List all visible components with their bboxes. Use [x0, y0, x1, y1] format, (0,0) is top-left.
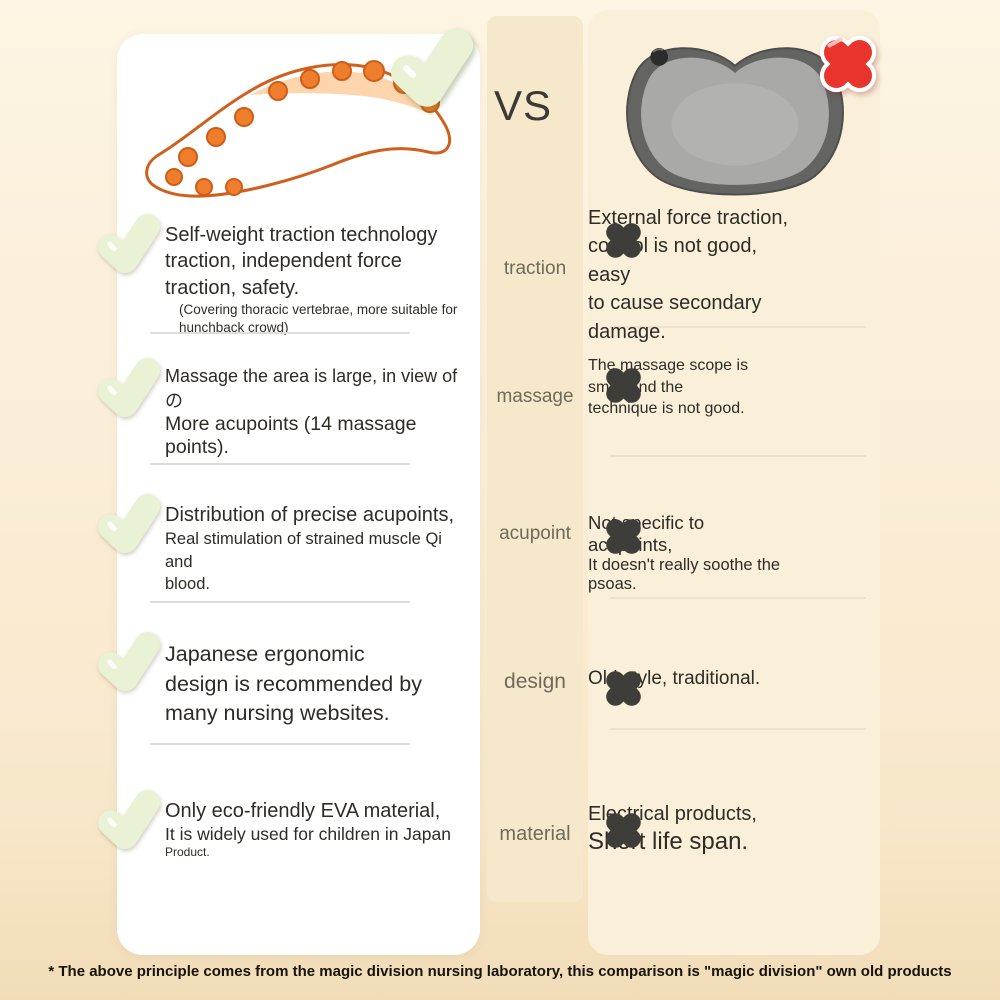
- left-material-title: Only eco-friendly EVA material,: [165, 800, 441, 822]
- cross-icon: [599, 512, 648, 561]
- check-icon: [98, 631, 160, 691]
- category-label-design: design: [504, 670, 566, 693]
- right-row-acupoint: Not specific to acupoints, It doesn't re…: [588, 512, 880, 594]
- divider: [610, 597, 866, 599]
- divider: [150, 463, 410, 465]
- category-label-massage: massage: [496, 386, 574, 407]
- left-product-panel: Self-weight traction technology traction…: [117, 34, 480, 955]
- orange-traction-device-image: [130, 36, 470, 208]
- left-material-sub: It is widely used for children in Japan: [165, 824, 451, 845]
- left-traction-title: Self-weight traction technology traction…: [165, 224, 438, 299]
- right-traction-text: External force traction, control is not …: [588, 207, 789, 343]
- check-icon: [98, 357, 160, 417]
- check-icon: [98, 789, 160, 849]
- right-row-design: Old style, traditional.: [588, 668, 880, 690]
- divider: [150, 332, 410, 334]
- divider: [610, 455, 866, 457]
- check-icon: [98, 213, 160, 273]
- divider: [150, 601, 410, 603]
- traction-device-illustration: [145, 60, 451, 198]
- divider: [150, 743, 410, 745]
- right-massage-text: The massage scope is small and the techn…: [588, 357, 749, 418]
- category-label-material: material: [499, 823, 571, 845]
- left-massage-line2: More acupoints (14 massage points).: [165, 413, 417, 458]
- cross-icon: [599, 664, 648, 713]
- cross-icon: [599, 806, 648, 855]
- footnote-text: * The above principle comes from the mag…: [48, 963, 952, 980]
- cross-icon: [599, 216, 648, 265]
- divider: [610, 326, 866, 328]
- left-row-massage: Massage the area is large, in view of の …: [165, 366, 467, 459]
- left-massage-line1: Massage the area is large, in view of の: [165, 366, 458, 411]
- massage-pillow-image: [606, 28, 864, 200]
- right-row-material: Electrical products, Short life span.: [588, 800, 880, 856]
- vs-label: VS: [494, 82, 553, 129]
- check-icon: [98, 493, 160, 553]
- category-label-traction: traction: [503, 258, 567, 279]
- left-traction-note: (Covering thoracic vertebrae, more suita…: [179, 302, 458, 335]
- right-row-traction: External force traction, control is not …: [588, 204, 880, 346]
- left-design-title: Japanese ergonomic design is recommended…: [165, 642, 422, 726]
- left-acupoint-title: Distribution of precise acupoints,: [165, 504, 455, 526]
- divider: [610, 728, 866, 730]
- red-cross-badge-icon: [813, 29, 883, 99]
- massage-pillow-illustration: [626, 47, 844, 196]
- left-row-design: Japanese ergonomic design is recommended…: [165, 640, 467, 729]
- cross-icon: [599, 361, 648, 410]
- right-acupoint-sub: It doesn't really soothe the psoas.: [588, 556, 781, 593]
- right-product-panel: External force traction, control is not …: [588, 10, 880, 955]
- left-row-acupoint: Distribution of precise acupoints, Real …: [165, 502, 467, 595]
- left-row-traction: Self-weight traction technology traction…: [165, 222, 467, 337]
- left-acupoint-sub: Real stimulation of strained muscle Qi a…: [165, 530, 442, 593]
- left-row-material: Only eco-friendly EVA material, It is wi…: [165, 798, 467, 859]
- category-label-acupoint: acupoint: [499, 523, 571, 544]
- left-material-note: Product.: [165, 845, 210, 860]
- check-badge-icon: [391, 27, 473, 107]
- category-strip: [487, 16, 583, 902]
- right-row-massage: The massage scope is small and the techn…: [588, 355, 880, 420]
